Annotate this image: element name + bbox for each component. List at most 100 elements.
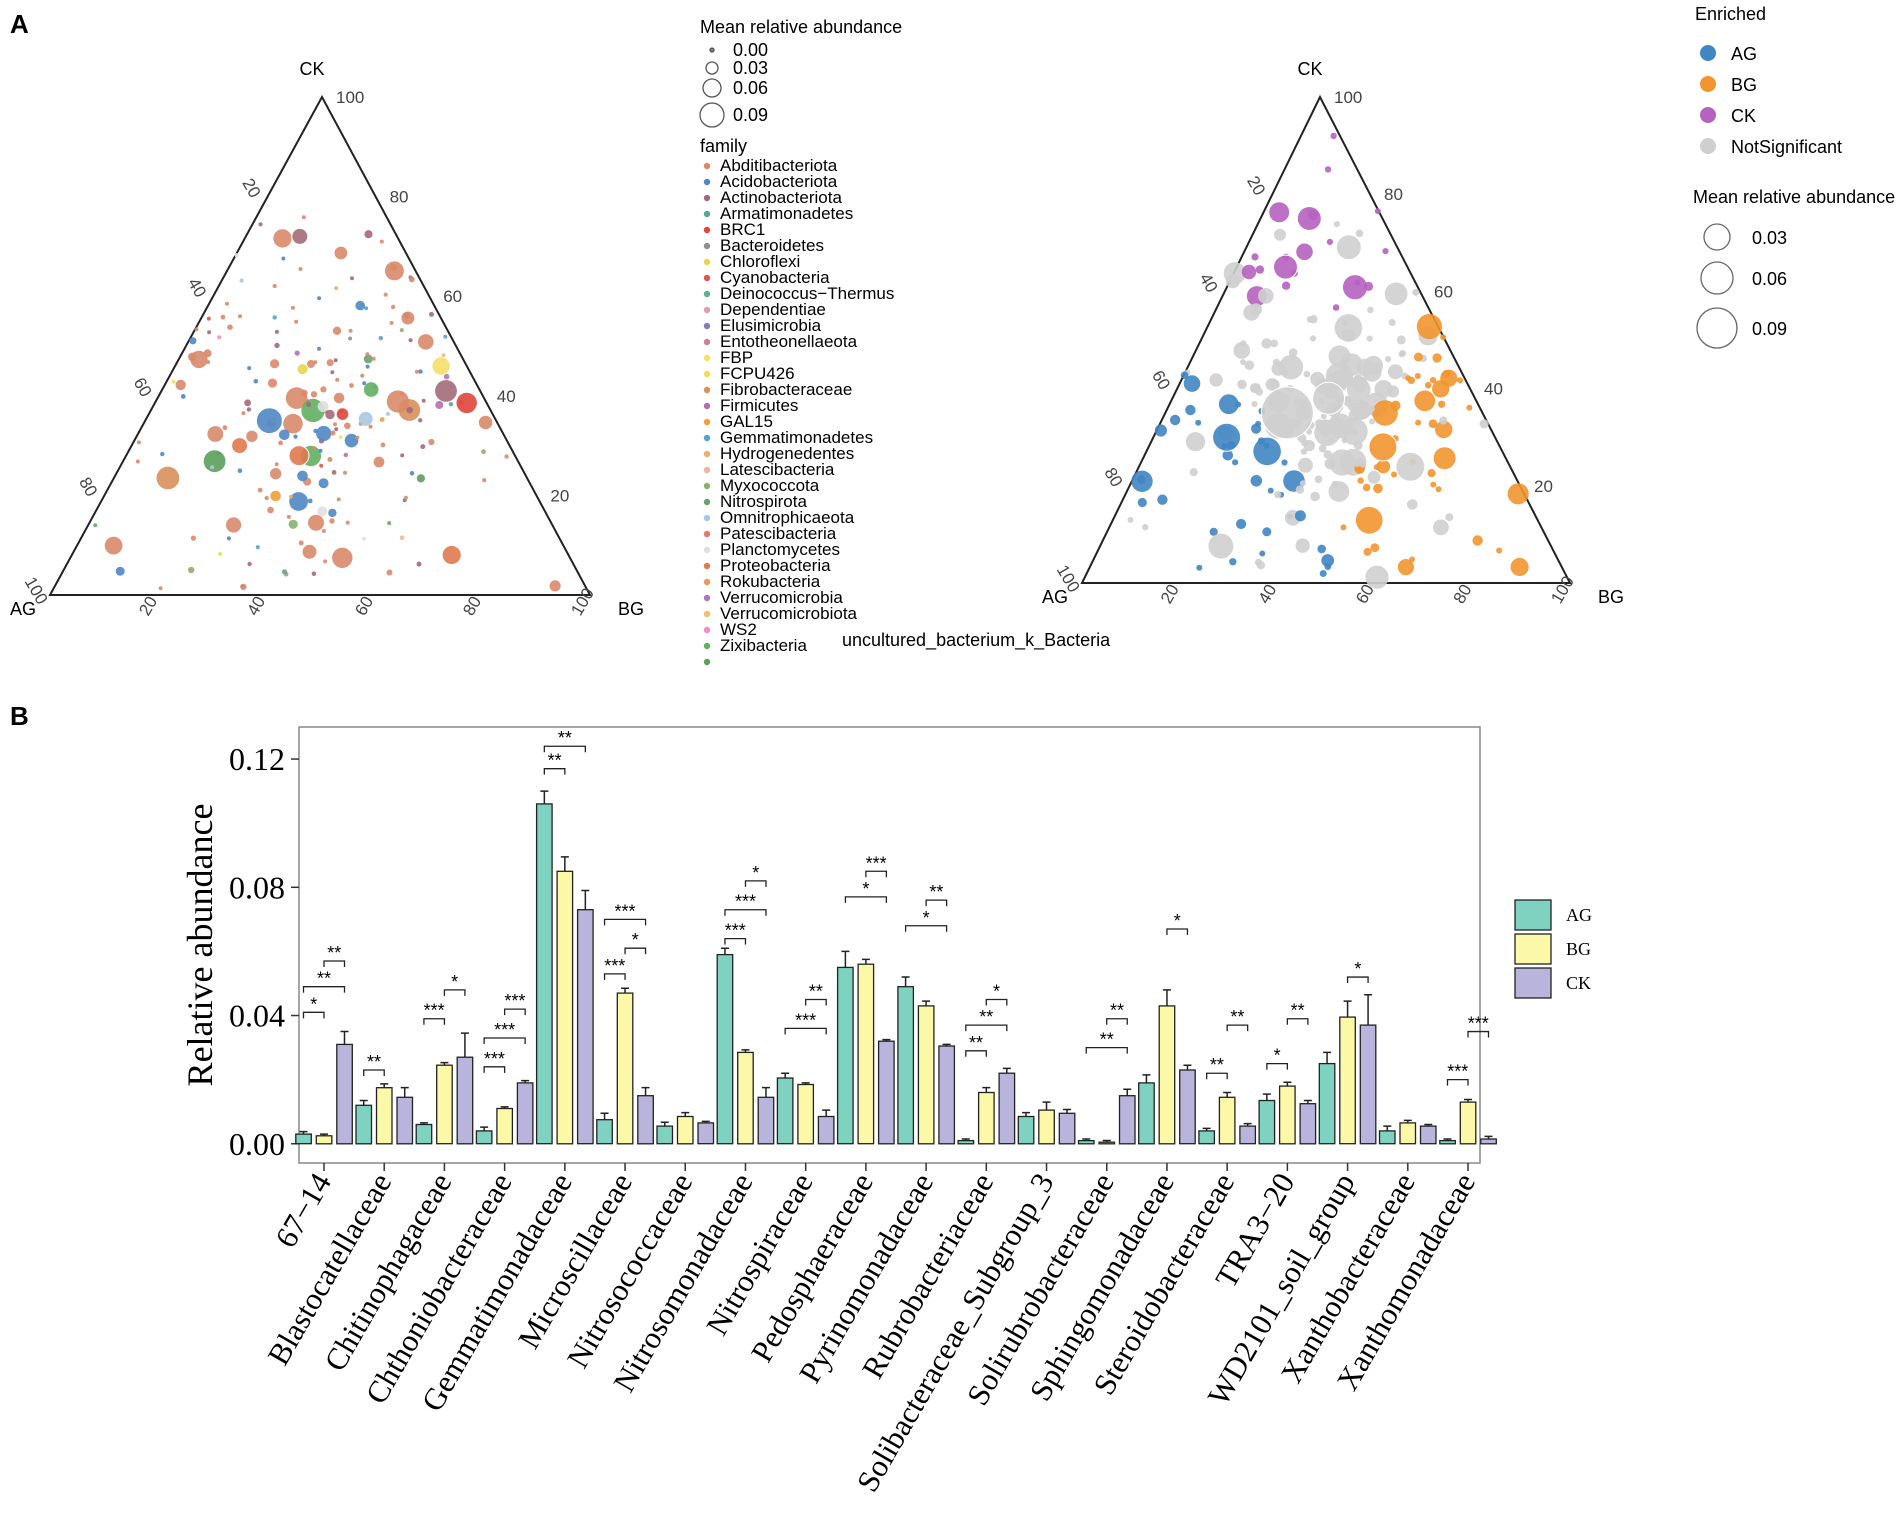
legend-label-3: Armatimonadetes <box>720 204 853 223</box>
ternary-point <box>1265 378 1279 391</box>
ternary-point <box>1281 459 1288 466</box>
ternary-point <box>1424 381 1432 389</box>
error-bar <box>1403 1119 1412 1123</box>
error-bar <box>1042 1101 1051 1111</box>
ternary-point <box>1357 477 1364 484</box>
error-bar <box>942 1043 951 1046</box>
enriched-swatch-0 <box>1700 45 1716 61</box>
ternary-point <box>1442 370 1451 379</box>
significance-label: ** <box>969 1033 983 1053</box>
ternary-point <box>326 359 334 367</box>
ternary-point <box>1229 558 1237 566</box>
bar-BG <box>1339 1016 1356 1145</box>
ternary-point <box>1222 449 1234 461</box>
plot-frame <box>298 726 1481 1164</box>
ternary-point <box>190 535 196 541</box>
bar-BG <box>1098 1141 1116 1145</box>
ternary-point <box>1353 441 1363 450</box>
size-legend-label: 0.06 <box>733 78 768 98</box>
legend-label-17: Gemmatimonadetes <box>720 428 873 447</box>
legend-swatch-22 <box>703 514 711 522</box>
ternary-point <box>255 407 283 435</box>
significance-label: * <box>1274 1046 1281 1066</box>
legend-label-1: Acidobacteriota <box>720 172 838 191</box>
legend-swatch-7 <box>703 274 711 282</box>
ternary-point <box>329 518 335 524</box>
ternary-point <box>257 487 263 493</box>
ternary-point <box>206 360 211 365</box>
ternary-point <box>1427 469 1436 478</box>
ternary-point <box>1432 353 1442 363</box>
size-legend-symbol <box>705 61 719 75</box>
ternary-point <box>1250 475 1263 487</box>
ternary-point <box>238 314 242 319</box>
ternary-point <box>1258 288 1274 304</box>
ternary-point <box>267 378 278 388</box>
ternary-point <box>1428 419 1438 429</box>
ternary-point <box>418 334 434 350</box>
ternary-point <box>1341 319 1348 326</box>
error-bar <box>621 987 630 994</box>
significance-label: * <box>451 972 458 992</box>
ternary-point <box>1347 399 1360 412</box>
ternary-point <box>335 377 340 382</box>
ternary-point <box>323 559 328 564</box>
error-bar <box>1464 1098 1472 1103</box>
ternary-point <box>227 324 233 331</box>
error-bar <box>1082 1138 1091 1141</box>
bar-CK <box>877 1040 895 1145</box>
significance-bracket <box>805 998 827 1006</box>
ternary-point <box>1278 355 1304 380</box>
ternary-point <box>1195 419 1202 426</box>
error-bar <box>299 1130 308 1135</box>
ternary-point <box>390 304 396 310</box>
ternary-point <box>1157 494 1168 505</box>
error-bar <box>741 1049 750 1053</box>
error-bar <box>320 1133 328 1136</box>
bar-legend-label-AG: AG <box>1566 905 1592 925</box>
ternary-point <box>1341 328 1355 342</box>
ternary-point <box>279 429 290 441</box>
significance-bracket <box>503 1008 526 1016</box>
ternary-point <box>1240 359 1246 366</box>
ternary-point <box>364 306 369 311</box>
ternary-point <box>297 364 308 375</box>
ternary-point <box>274 462 279 467</box>
significance-label: * <box>1354 959 1361 979</box>
bar-CK <box>817 1115 835 1145</box>
error-bar <box>901 976 910 987</box>
ternary-point <box>136 440 141 445</box>
ternary-point <box>310 391 318 398</box>
ternary-point <box>220 314 226 320</box>
significance-label: *** <box>504 991 525 1011</box>
ternary-point <box>1363 547 1372 556</box>
ternary-point <box>435 401 444 409</box>
bar-AG <box>1258 1099 1276 1145</box>
ternary-point <box>364 230 373 239</box>
ternary-point <box>283 413 303 434</box>
ternary-point <box>1397 559 1414 576</box>
ternary-point <box>443 373 450 380</box>
ternary-point <box>270 490 281 502</box>
ternary-point <box>1297 457 1313 473</box>
ternary-point <box>1385 356 1392 363</box>
ternary-point <box>317 506 328 517</box>
ternary-point <box>288 494 293 499</box>
error-bar <box>982 1086 991 1093</box>
ternary-point <box>1399 349 1407 357</box>
legend-swatch-0 <box>703 162 711 170</box>
size-legend-label: 0.00 <box>733 40 768 60</box>
ternary-point <box>1270 339 1279 348</box>
ternary-point <box>247 561 252 567</box>
legend-label-27: Verrucomicrobia <box>720 588 843 607</box>
tick-label-bottom: 80 <box>459 593 485 619</box>
ternary-point <box>318 448 323 453</box>
tick-label-right: 80 <box>1384 185 1403 204</box>
ternary-point <box>1333 221 1340 228</box>
enriched-swatch-2 <box>1700 107 1716 123</box>
ternary-point <box>1479 419 1489 429</box>
size-legend-title: Mean relative abundance <box>700 17 902 37</box>
ternary-point <box>1169 414 1181 426</box>
ternary-point <box>194 327 199 332</box>
